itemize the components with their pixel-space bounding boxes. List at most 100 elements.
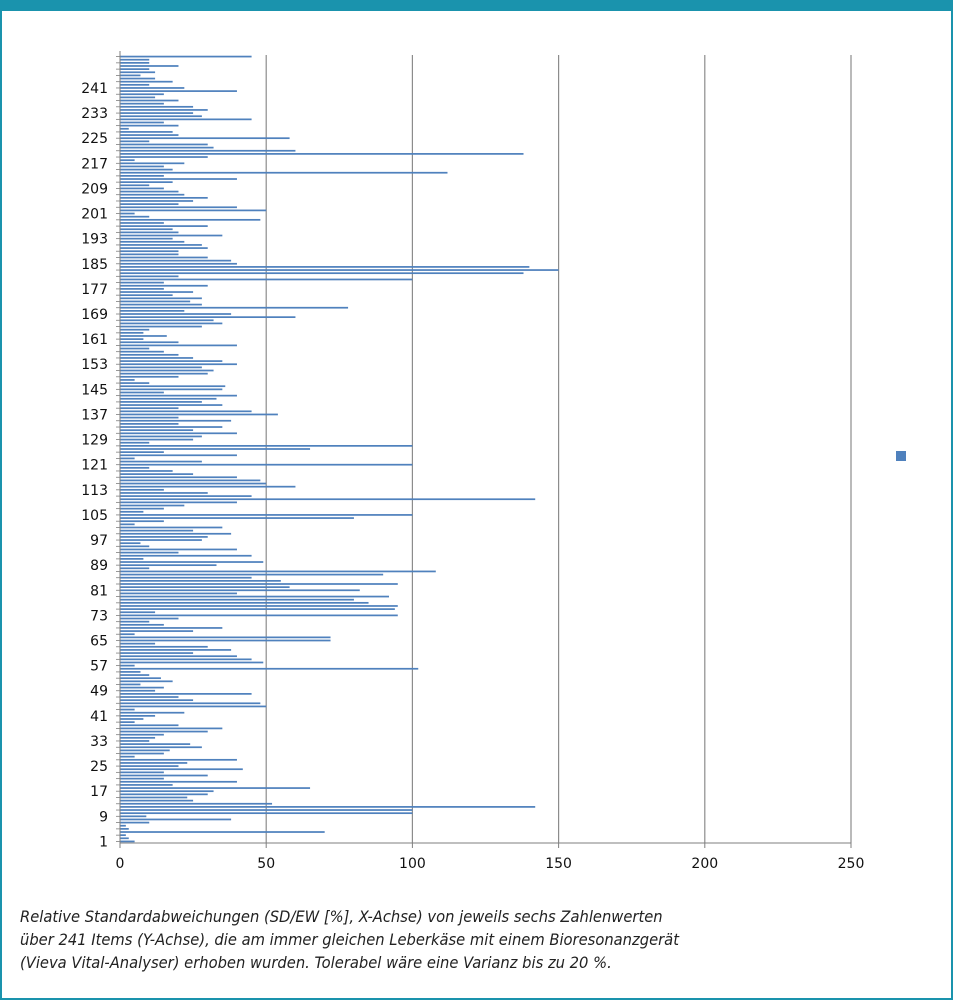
bar-item-83	[120, 583, 398, 585]
bar-item-52	[120, 680, 173, 683]
axes	[116, 51, 852, 848]
y-tick-label-201: 201	[81, 207, 108, 223]
bar-item-130	[120, 435, 202, 438]
bar-item-180	[120, 278, 413, 281]
bar-item-164	[120, 328, 150, 331]
bar-item-109	[120, 501, 237, 504]
bar-item-155	[120, 357, 194, 359]
bar-item-185	[120, 262, 237, 265]
bar-item-146	[120, 385, 226, 388]
bar-item-49	[120, 689, 156, 692]
bar-item-160	[120, 341, 179, 344]
legend-marker	[896, 451, 906, 461]
bar-item-48	[120, 693, 252, 695]
bar-item-18	[120, 787, 311, 789]
bar-item-94	[120, 548, 237, 551]
bar-item-223	[120, 143, 208, 146]
bar-item-105	[120, 514, 413, 516]
bar-item-32	[120, 743, 191, 745]
bar-item-4	[120, 831, 325, 833]
bar-item-118	[120, 473, 194, 475]
bar-item-77	[120, 601, 369, 604]
bar-item-154	[120, 360, 223, 362]
bar-item-7	[120, 821, 150, 824]
bar-item-134	[120, 423, 179, 425]
bar-item-50	[120, 686, 164, 689]
bar-item-201	[120, 212, 135, 215]
bar-item-167	[120, 319, 214, 322]
bar-item-179	[120, 281, 164, 284]
bar-item-144	[120, 391, 164, 394]
bar-item-36	[120, 730, 208, 733]
bar-item-175	[120, 294, 173, 297]
bar-item-69	[120, 627, 223, 629]
bar-item-208	[120, 190, 179, 193]
bar-item-247	[120, 68, 150, 70]
bar-item-2	[120, 837, 129, 840]
y-tick-label-217: 217	[81, 156, 108, 172]
bar-item-55	[120, 671, 141, 673]
bar-item-172	[120, 303, 202, 306]
bar-item-9	[120, 815, 147, 818]
bar-item-78	[120, 598, 354, 601]
bar-item-190	[120, 247, 208, 249]
bar-item-61	[120, 652, 194, 654]
bar-item-250	[120, 58, 150, 61]
bar-item-181	[120, 275, 179, 278]
bar-item-129	[120, 438, 194, 441]
bar-item-33	[120, 740, 150, 742]
bar-item-188	[120, 253, 179, 256]
bar-item-168	[120, 316, 296, 319]
bar-item-210	[120, 184, 150, 187]
y-tick-label-81: 81	[90, 583, 108, 599]
bar-item-214	[120, 171, 448, 174]
bar-item-54	[120, 674, 150, 676]
bar-series	[120, 55, 559, 843]
x-tick-labels: 0 50 100 150 200 250	[116, 856, 865, 872]
bar-item-35	[120, 733, 164, 736]
caption-line-1: Relative Standardabweichungen (SD/EW [%]…	[20, 907, 663, 926]
bar-item-198	[120, 222, 164, 224]
bar-item-101	[120, 526, 223, 529]
y-tick-label-121: 121	[81, 458, 108, 474]
bar-item-239	[120, 93, 164, 96]
bar-item-207	[120, 193, 185, 196]
y-tick-label-241: 241	[81, 81, 108, 97]
bar-item-193	[120, 237, 173, 240]
x-tick-label-0: 0	[116, 856, 125, 872]
bar-item-86	[120, 573, 384, 576]
y-tick-label-185: 185	[81, 257, 108, 273]
bar-item-225	[120, 137, 290, 140]
y-tick-labels: 1 9 17 25 33 41 49 57 65 73 81 89 97 105 113 121 129 137 1…	[81, 81, 108, 850]
bar-item-176	[120, 291, 194, 293]
bar-item-161	[120, 338, 144, 340]
bar-item-194	[120, 234, 223, 237]
bar-item-232	[120, 115, 202, 118]
bar-item-24	[120, 768, 243, 771]
bar-item-249	[120, 61, 150, 64]
bar-item-85	[120, 576, 252, 579]
bar-item-112	[120, 492, 208, 494]
y-tick-label-209: 209	[81, 181, 108, 197]
grid-lines	[265, 55, 852, 843]
bar-item-133	[120, 426, 223, 428]
bar-item-143	[120, 394, 237, 397]
bar-item-93	[120, 551, 179, 554]
y-tick-label-169: 169	[81, 307, 108, 323]
bar-item-191	[120, 244, 202, 246]
bar-item-170	[120, 310, 185, 312]
bar-item-120	[120, 466, 150, 469]
y-tick-label-153: 153	[81, 357, 108, 373]
bar-item-12	[120, 806, 536, 808]
bar-item-60	[120, 655, 237, 658]
y-tick-label-137: 137	[81, 407, 108, 423]
bar-item-8	[120, 818, 232, 821]
bar-item-11	[120, 809, 413, 811]
bar-item-237	[120, 99, 179, 102]
bar-item-163	[120, 331, 144, 334]
bar-item-166	[120, 322, 223, 325]
bar-item-41	[120, 714, 156, 717]
bar-item-222	[120, 146, 214, 149]
bar-item-95	[120, 545, 150, 548]
bar-item-56	[120, 667, 419, 670]
